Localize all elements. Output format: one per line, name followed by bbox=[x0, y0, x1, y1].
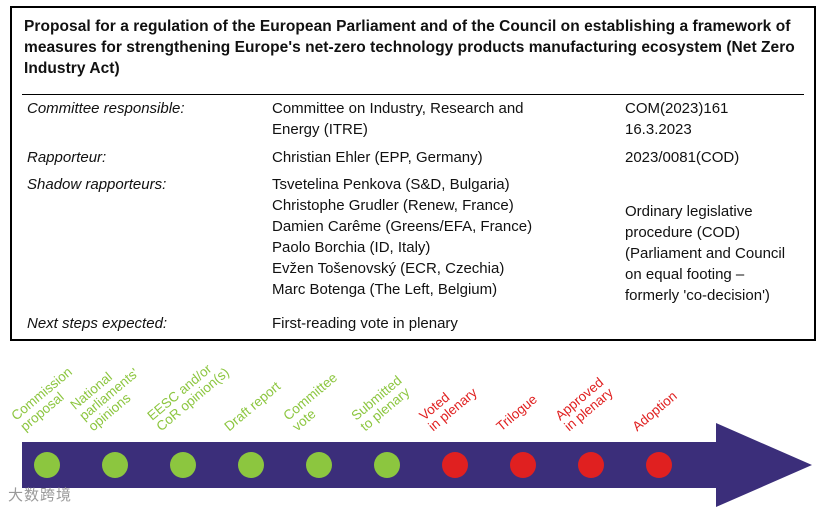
proposal-title: Proposal for a regulation of the Europea… bbox=[24, 18, 795, 77]
stage-dot-9 bbox=[578, 452, 604, 478]
stage-dot-10 bbox=[646, 452, 672, 478]
committee-value: Committee on Industry, Research and Ener… bbox=[272, 100, 524, 138]
stage-dot-5 bbox=[306, 452, 332, 478]
shadow-rapporteurs-list: Tsvetelina Penkova (S&D, Bulgaria) Chris… bbox=[272, 176, 533, 298]
watermark: 大数跨境 bbox=[8, 486, 73, 504]
stage-dot-7 bbox=[442, 452, 468, 478]
procedure-info-box: Proposal for a regulation of the Europea… bbox=[10, 6, 816, 341]
stage-dot-1 bbox=[34, 452, 60, 478]
rapporteur-value: Christian Ehler (EPP, Germany) bbox=[272, 149, 483, 166]
shadow-rapporteurs-label: Shadow rapporteurs: bbox=[27, 176, 167, 193]
next-steps-label: Next steps expected: bbox=[27, 315, 168, 332]
stage-dot-2 bbox=[102, 452, 128, 478]
committee-label: Committee responsible: bbox=[27, 100, 185, 117]
stage-dot-3 bbox=[170, 452, 196, 478]
procedure-reference: 2023/0081(COD) bbox=[625, 149, 740, 166]
stage-dot-4 bbox=[238, 452, 264, 478]
timeline-arrow bbox=[22, 423, 812, 507]
title-divider bbox=[22, 94, 804, 95]
procedure-description: Ordinary legislative procedure (COD) (Pa… bbox=[625, 203, 786, 304]
stage-dot-6 bbox=[374, 452, 400, 478]
procedure-timeline: Commission proposal National parliaments'… bbox=[0, 350, 830, 516]
stage-dot-8 bbox=[510, 452, 536, 478]
next-steps-value: First-reading vote in plenary bbox=[272, 315, 458, 332]
rapporteur-label: Rapporteur: bbox=[27, 149, 107, 166]
com-reference: COM(2023)161 16.3.2023 bbox=[625, 100, 729, 138]
